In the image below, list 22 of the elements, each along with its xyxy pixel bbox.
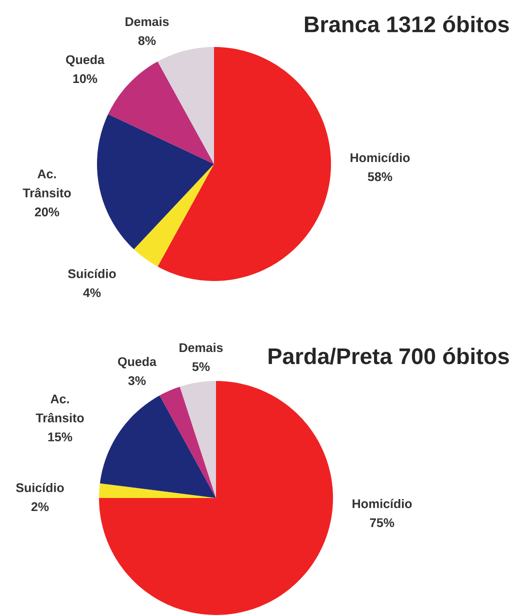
slice-label: Homicídio <box>350 152 410 162</box>
slice-label: Demais <box>126 16 169 26</box>
data-label: 2% <box>31 502 49 512</box>
slice-label: Queda <box>66 54 105 66</box>
slice-label: Demais <box>180 342 223 352</box>
chart-title: Branca 1312 óbitos <box>304 16 509 32</box>
data-label: 8% <box>138 36 156 46</box>
data-label: 15% <box>48 432 72 442</box>
data-label: 4% <box>83 288 101 298</box>
data-label: 3% <box>128 376 146 386</box>
slice-label: Suicídio <box>16 482 64 492</box>
slice-label: Queda <box>118 356 157 368</box>
data-label: 58% <box>368 172 392 182</box>
data-label: 10% <box>73 74 98 84</box>
data-label: 20% <box>34 208 60 216</box>
slice-label: Homicídio <box>352 498 412 508</box>
chart-title: Parda/Preta 700 óbitos <box>268 348 509 364</box>
data-label: 5% <box>192 362 210 372</box>
slice-label: Ac. Trânsito <box>36 394 84 422</box>
slice-label: Suicídio <box>68 268 116 278</box>
data-label: 75% <box>370 518 394 528</box>
slice-label: Ac. Trânsito <box>22 170 71 198</box>
